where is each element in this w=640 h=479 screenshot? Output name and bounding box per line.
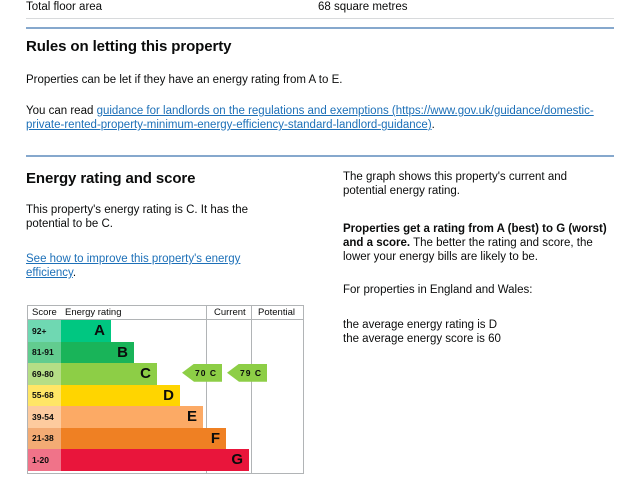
rules-paragraph: Properties can be let if they have an en… (26, 74, 343, 86)
epc-band-score-range: 92+ (28, 320, 61, 342)
epc-band-letter: F (210, 429, 220, 447)
epc-potential-rating-arrow: 79 C (227, 363, 267, 382)
rules-guidance-paragraph: You can read guidance for landlords on t… (26, 104, 606, 132)
section-divider-middle (26, 155, 614, 157)
energy-rating-paragraph: This property's energy rating is C. It h… (26, 204, 249, 230)
epc-band-score-range: 21-38 (28, 427, 61, 449)
epc-column-separator-potential (251, 306, 252, 473)
epc-band-row: 1-20 G (28, 449, 249, 471)
rules-read-suffix: . (431, 119, 435, 131)
epc-band-score-range: 55-68 (28, 384, 61, 406)
epc-column-separator-current (206, 306, 207, 473)
epc-band-letter: B (117, 343, 128, 361)
average-score-line: the average energy score is 60 (343, 333, 501, 345)
epc-band-row: 39-54 E (28, 406, 206, 428)
epc-band-row: 21-38 F (28, 427, 226, 449)
epc-header-rating: Energy rating (65, 307, 122, 318)
epc-band-score-range: 1-20 (28, 449, 61, 471)
epc-band-bar: B (61, 341, 134, 363)
total-floor-area-value: 68 square metres (318, 1, 408, 13)
epc-rating-chart: Score Energy rating Current Potential 92… (27, 305, 304, 474)
epc-band-bar: A (61, 320, 111, 342)
epc-band-bar: F (61, 427, 226, 449)
section-divider-top (26, 27, 614, 29)
epc-band-letter: D (163, 386, 174, 404)
improve-efficiency-paragraph: See how to improve this property's energ… (26, 252, 256, 280)
epc-current-rating-arrow: 70 C (182, 363, 222, 382)
epc-band-score-range: 69-80 (28, 363, 61, 385)
energy-rating-heading: Energy rating and score (26, 170, 196, 187)
rating-explanation: Properties get a rating from A (best) to… (343, 222, 611, 264)
epc-band-row: 92+ A (28, 320, 206, 342)
improve-link-suffix: . (72, 267, 77, 279)
epc-band-row: 55-68 D (28, 384, 206, 406)
epc-band-score-range: 39-54 (28, 406, 61, 428)
region-averages: the average energy rating is D the averag… (343, 318, 603, 346)
epc-chart-header-row: Score Energy rating Current Potential (28, 306, 303, 320)
rating-explanation-bold: Properties get a rating from A (best) to… (343, 223, 607, 249)
epc-header-score: Score (32, 307, 57, 318)
epc-band-letter: E (186, 408, 197, 426)
rating-explanation-rest: The better the rating and score, the low… (343, 237, 593, 263)
epc-header-potential: Potential (258, 307, 295, 318)
total-floor-area-row: Total floor area 68 square metres (26, 0, 614, 22)
epc-band-score-range: 81-91 (28, 341, 61, 363)
epc-band-bar: G (61, 449, 249, 471)
epc-band-letter: A (94, 322, 105, 340)
epc-band-row: 69-80 C (28, 363, 206, 385)
rules-read-prefix: You can read (26, 105, 97, 117)
region-label: For properties in England and Wales: (343, 284, 533, 296)
epc-header-current: Current (214, 307, 246, 318)
epc-band-bar: E (61, 406, 203, 428)
epc-band-letter: G (231, 451, 243, 469)
epc-band-letter: C (140, 365, 151, 383)
epc-band-bar: C (61, 363, 157, 385)
rules-heading: Rules on letting this property (26, 38, 232, 55)
average-rating-line: the average energy rating is D (343, 319, 498, 331)
improve-efficiency-link[interactable]: See how to improve this property's energ… (26, 253, 241, 279)
graph-description: The graph shows this property's current … (343, 171, 568, 197)
epc-band-bar: D (61, 384, 180, 406)
landlord-guidance-link[interactable]: guidance for landlords on the regulation… (26, 105, 594, 131)
total-floor-area-label: Total floor area (26, 1, 103, 13)
epc-band-row: 81-91 B (28, 341, 206, 363)
floor-area-divider (26, 18, 614, 19)
